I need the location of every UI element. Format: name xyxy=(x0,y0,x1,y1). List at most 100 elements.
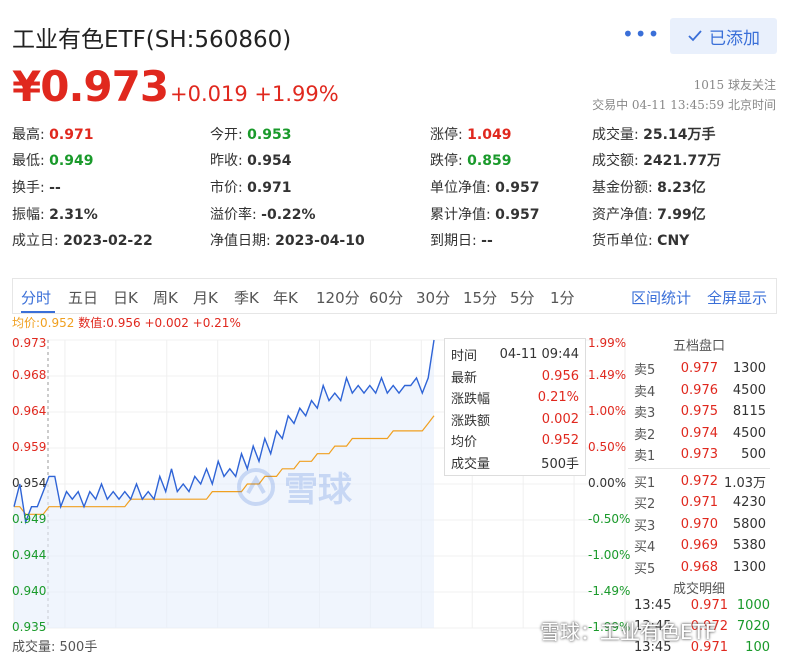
stat-label: 单位净值: xyxy=(430,180,491,196)
range-stats-button[interactable]: 区间统计 xyxy=(631,289,692,307)
ask-row: 卖1 0.973 500 xyxy=(628,444,770,466)
stat-item: 涨停: 1.049 xyxy=(430,124,511,144)
tab-12[interactable]: 1分 xyxy=(550,289,575,307)
tooltip-value: 500手 xyxy=(541,456,579,472)
stat-item: 振幅: 2.31% xyxy=(12,204,98,224)
stat-label: 溢价率: xyxy=(210,207,257,223)
stat-label: 成交量: xyxy=(592,127,639,143)
tooltip-key: 最新 xyxy=(451,370,478,386)
trade-qty: 7020 xyxy=(736,619,770,634)
book-level-label: 卖5 xyxy=(634,363,656,379)
stat-label: 成立日: xyxy=(12,233,59,249)
pct-tick-label: -1.00% xyxy=(588,548,631,562)
check-icon xyxy=(688,30,702,42)
stat-label: 基金份额: xyxy=(592,180,653,196)
stat-value: -0.22% xyxy=(261,207,316,223)
tab-2[interactable]: 日K xyxy=(113,289,138,307)
stat-value: 8.23亿 xyxy=(657,180,706,196)
stat-item: 溢价率: -0.22% xyxy=(210,204,316,224)
chart-period-tabs: 分时 五日 日K 周K 月K 季K 年K 120分 60分 30分 15分 5分 1分 区间统计 全屏显示 xyxy=(12,278,777,314)
ask-row: 卖2 0.974 4500 xyxy=(628,423,770,445)
tab-6[interactable]: 年K xyxy=(273,289,298,307)
stat-item: 成交量: 25.14万手 xyxy=(592,124,715,144)
y-tick-label: 0.944 xyxy=(12,548,47,562)
stat-label: 资产净值: xyxy=(592,207,653,223)
bid-row: 买2 0.971 4230 xyxy=(628,492,770,514)
y-tick-label: 0.968 xyxy=(12,368,47,382)
tab-10[interactable]: 15分 xyxy=(463,289,498,307)
tooltip-key: 涨跌额 xyxy=(451,413,491,429)
stat-value: 0.957 xyxy=(495,180,540,196)
trades-title: 成交明细 xyxy=(672,582,725,597)
bid-row: 买4 0.969 5380 xyxy=(628,535,770,557)
book-volume: 1300 xyxy=(732,361,766,377)
added-label: 已添加 xyxy=(709,28,760,49)
book-level-label: 卖2 xyxy=(634,427,656,443)
trade-status: 交易中 04-11 13:45:59 北京时间 xyxy=(592,98,776,112)
pct-tick-label: 0.50% xyxy=(588,440,627,454)
bottom-watermark: 雪球：工业有色ETF xyxy=(540,620,717,644)
fund-title: 工业有色ETF(SH:560860) xyxy=(12,27,292,53)
stat-item: 成交额: 2421.77万 xyxy=(592,150,721,170)
bid-row: 买5 0.968 1300 xyxy=(628,557,770,579)
stat-value: 2421.77万 xyxy=(643,153,721,169)
stat-value: 2023-04-10 xyxy=(275,233,365,249)
tab-5[interactable]: 季K xyxy=(234,289,259,307)
tooltip-value: 0.21% xyxy=(537,390,579,406)
more-options-icon[interactable]: ••• xyxy=(622,22,661,46)
tab-3[interactable]: 周K xyxy=(153,289,178,307)
stat-label: 最低: xyxy=(12,153,45,169)
stat-label: 到期日: xyxy=(430,233,477,249)
book-volume: 1.03万 xyxy=(724,475,766,491)
book-volume: 4500 xyxy=(732,382,766,398)
tab-9[interactable]: 30分 xyxy=(416,289,451,307)
stat-value: 0.954 xyxy=(247,153,292,169)
stat-label: 成交额: xyxy=(592,153,639,169)
volume-label: 成交量: 500手 xyxy=(12,640,98,655)
added-watchlist-button[interactable]: 已添加 xyxy=(670,18,777,54)
tab-8[interactable]: 60分 xyxy=(369,289,404,307)
y-tick-label: 0.935 xyxy=(12,620,47,634)
stat-value: 2.31% xyxy=(49,207,98,223)
tooltip-value: 0.952 xyxy=(541,433,579,449)
stat-value: -- xyxy=(481,233,493,249)
legend-value: 数值:0.956 +0.002 +0.21% xyxy=(78,316,241,330)
stat-item: 换手: -- xyxy=(12,177,61,197)
tab-1[interactable]: 五日 xyxy=(68,289,99,307)
tooltip-row: 最新 0.956 xyxy=(451,366,579,388)
tooltip-key: 涨跌幅 xyxy=(451,392,491,408)
chart-legend: 均价:0.952 数值:0.956 +0.002 +0.21% xyxy=(12,314,241,331)
tab-4[interactable]: 月K xyxy=(193,289,218,307)
book-level-label: 买3 xyxy=(634,518,656,534)
fullscreen-button[interactable]: 全屏显示 xyxy=(707,289,768,307)
ask-row: 卖3 0.975 8115 xyxy=(628,401,770,423)
followers-count[interactable]: 1015 球友关注 xyxy=(693,78,776,92)
order-book-title: 五档盘口 xyxy=(672,339,725,354)
pct-tick-label: -1.49% xyxy=(588,584,631,598)
stat-value: 7.99亿 xyxy=(657,207,706,223)
y-tick-label: 0.949 xyxy=(12,512,47,526)
tooltip-row: 均价 0.952 xyxy=(451,430,579,452)
book-volume: 4500 xyxy=(732,425,766,441)
stat-value: -- xyxy=(49,180,61,196)
trade-time: 13:45 xyxy=(634,598,672,613)
tab-11[interactable]: 5分 xyxy=(510,289,535,307)
y-tick-label: 0.954 xyxy=(12,476,47,490)
y-tick-label: 0.964 xyxy=(12,404,47,418)
xueqiu-logo-icon xyxy=(237,467,275,506)
stat-item: 基金份额: 8.23亿 xyxy=(592,177,706,197)
stat-label: 净值日期: xyxy=(210,233,271,249)
book-level-label: 买5 xyxy=(634,561,656,577)
tab-0[interactable]: 分时 xyxy=(21,289,52,307)
stat-value: 25.14万手 xyxy=(643,127,716,143)
book-price: 0.971 xyxy=(680,495,718,511)
stat-item: 单位净值: 0.957 xyxy=(430,177,539,197)
bid-row: 买3 0.970 5800 xyxy=(628,514,770,536)
book-level-label: 买2 xyxy=(634,497,656,513)
xueqiu-watermark: 雪球 xyxy=(236,462,352,511)
pct-tick-label: -0.50% xyxy=(588,512,631,526)
ask-row: 卖5 0.977 1300 xyxy=(628,358,770,380)
book-volume: 1300 xyxy=(732,559,766,575)
tab-7[interactable]: 120分 xyxy=(316,289,360,307)
tooltip-value: 04-11 09:44 xyxy=(499,347,579,363)
